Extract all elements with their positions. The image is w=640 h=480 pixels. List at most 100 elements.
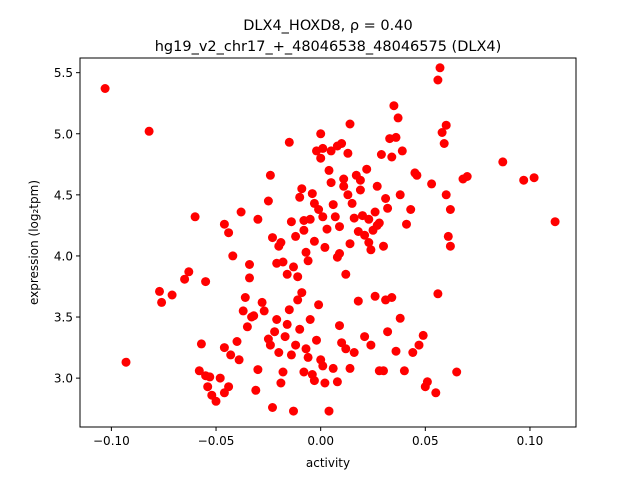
data-point: [387, 152, 397, 162]
data-point: [180, 274, 190, 284]
data-point: [406, 205, 416, 214]
data-point: [324, 165, 334, 175]
data-point: [347, 198, 357, 208]
data-point: [383, 203, 393, 213]
data-point: [228, 251, 238, 261]
data-point: [257, 297, 267, 307]
data-point: [360, 230, 370, 240]
data-point: [194, 366, 204, 376]
data-point: [236, 207, 246, 217]
data-point: [245, 273, 254, 283]
data-point: [276, 378, 286, 388]
data-point: [293, 295, 303, 305]
data-point: [326, 146, 336, 156]
data-point: [332, 141, 342, 151]
data-point: [144, 126, 154, 136]
data-point: [309, 376, 319, 386]
data-point: [297, 288, 307, 298]
data-point: [155, 286, 164, 296]
data-point: [297, 184, 307, 194]
data-point: [433, 75, 443, 85]
data-point: [219, 388, 229, 398]
data-point: [393, 113, 403, 123]
data-point: [270, 327, 280, 337]
y-axis-title: expression (log₂tpm): [27, 180, 41, 305]
data-point: [280, 332, 290, 342]
data-point: [286, 217, 296, 227]
data-point: [339, 181, 349, 191]
data-point: [355, 175, 365, 185]
data-point: [389, 101, 399, 111]
data-point: [282, 269, 292, 279]
data-point: [265, 340, 275, 350]
x-axis: −0.10 −0.05 0.00 0.05 0.10: [93, 427, 543, 448]
data-point: [550, 217, 560, 227]
data-point: [372, 220, 382, 230]
data-point: [289, 406, 298, 416]
data-point: [418, 330, 428, 340]
data-point: [265, 170, 275, 180]
data-point: [238, 306, 248, 316]
data-point: [445, 241, 455, 251]
data-point: [439, 139, 449, 148]
data-point: [295, 324, 305, 334]
data-point: [316, 153, 326, 163]
data-point: [299, 216, 309, 225]
x-tick-label: 0.10: [517, 434, 544, 448]
data-point: [397, 146, 407, 156]
data-point: [303, 256, 313, 266]
data-point: [445, 205, 455, 214]
data-point: [251, 385, 261, 395]
data-point: [167, 290, 177, 300]
data-point: [343, 190, 353, 200]
data-point: [318, 212, 328, 222]
data-point: [391, 132, 401, 142]
data-point: [414, 340, 424, 350]
chart-title-line2: hg19_v2_chr17_+_48046538_48046575 (DLX4): [155, 39, 502, 55]
data-point: [284, 137, 294, 147]
x-axis-title: activity: [306, 456, 350, 470]
data-point: [121, 357, 131, 367]
data-point: [205, 372, 215, 382]
data-point: [355, 185, 365, 195]
data-point: [318, 361, 328, 371]
data-point: [335, 222, 344, 232]
data-point: [395, 313, 405, 323]
data-point: [379, 241, 388, 251]
data-point: [341, 269, 351, 279]
data-point: [431, 388, 441, 398]
data-point: [157, 297, 167, 307]
x-tick-label: 0.00: [307, 434, 334, 448]
points-layer: [100, 63, 560, 416]
data-point: [330, 212, 340, 222]
data-point: [301, 247, 311, 257]
data-point: [289, 262, 298, 272]
data-point: [201, 277, 211, 287]
data-point: [412, 170, 422, 180]
data-point: [408, 348, 418, 357]
data-point: [242, 322, 252, 332]
y-tick-label: 4.5: [54, 188, 73, 202]
data-point: [427, 179, 437, 189]
data-point: [295, 192, 305, 202]
data-point: [366, 245, 376, 255]
data-point: [349, 348, 359, 357]
data-point: [364, 238, 374, 247]
data-point: [343, 148, 353, 158]
x-tick-label: −0.10: [93, 434, 130, 448]
chart-title-line1: DLX4_HOXD8, ρ = 0.40: [243, 18, 412, 34]
data-point: [437, 128, 447, 137]
data-point: [219, 219, 229, 229]
data-point: [303, 352, 313, 362]
x-tick-label: −0.05: [198, 434, 235, 448]
data-point: [326, 178, 336, 188]
data-point: [190, 212, 200, 222]
data-point: [312, 335, 321, 345]
data-point: [341, 344, 351, 354]
data-point: [274, 348, 284, 357]
data-point: [232, 337, 242, 346]
data-point: [301, 344, 311, 354]
data-point: [316, 129, 326, 139]
data-point: [370, 207, 380, 217]
